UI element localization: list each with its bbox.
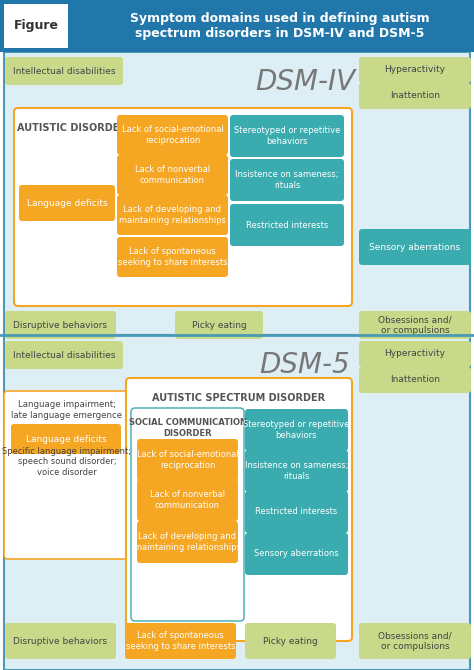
Text: Lack of developing and
maintaining relationships: Lack of developing and maintaining relat…	[119, 205, 226, 224]
Text: Disruptive behaviors: Disruptive behaviors	[13, 320, 108, 330]
Text: Specific language impairment;
speech sound disorder;
voice disorder: Specific language impairment; speech sou…	[2, 447, 131, 477]
FancyBboxPatch shape	[230, 115, 344, 157]
Bar	[0, 0, 474, 52]
FancyBboxPatch shape	[175, 311, 263, 339]
Text: Inattention: Inattention	[390, 375, 440, 385]
FancyBboxPatch shape	[5, 57, 123, 85]
FancyBboxPatch shape	[11, 424, 121, 454]
FancyBboxPatch shape	[14, 108, 352, 306]
Text: Language deficits: Language deficits	[27, 198, 107, 208]
Text: Hyperactivity: Hyperactivity	[384, 66, 446, 74]
Text: Picky eating: Picky eating	[263, 636, 318, 645]
FancyBboxPatch shape	[230, 159, 344, 201]
FancyBboxPatch shape	[117, 237, 228, 277]
FancyBboxPatch shape	[126, 378, 352, 641]
FancyBboxPatch shape	[5, 623, 116, 659]
FancyBboxPatch shape	[5, 341, 123, 369]
Text: Lack of social-emotional
reciprocation: Lack of social-emotional reciprocation	[137, 450, 238, 470]
FancyBboxPatch shape	[245, 491, 348, 533]
Text: Obsessions and/
or compulsions: Obsessions and/ or compulsions	[378, 631, 452, 651]
Text: Stereotyped or repetitive
behaviors: Stereotyped or repetitive behaviors	[234, 127, 340, 145]
FancyBboxPatch shape	[359, 623, 471, 659]
Bar	[4, 52, 470, 335]
Text: Intellectual disabilities: Intellectual disabilities	[13, 66, 115, 76]
FancyBboxPatch shape	[245, 533, 348, 575]
FancyBboxPatch shape	[5, 311, 116, 339]
Text: Lack of social-emotional
reciprocation: Lack of social-emotional reciprocation	[122, 125, 223, 145]
FancyBboxPatch shape	[245, 623, 336, 659]
FancyBboxPatch shape	[359, 83, 471, 109]
Bar	[4, 335, 470, 670]
Text: Restricted interests: Restricted interests	[246, 220, 328, 230]
FancyBboxPatch shape	[245, 409, 348, 451]
Text: Lack of spontaneous
seeking to share interests: Lack of spontaneous seeking to share int…	[118, 247, 227, 267]
FancyBboxPatch shape	[359, 367, 471, 393]
Text: AUTISTIC DISORDER: AUTISTIC DISORDER	[17, 123, 127, 133]
Text: AUTISTIC SPECTRUM DISORDER: AUTISTIC SPECTRUM DISORDER	[153, 393, 326, 403]
Text: Insistence on sameness;
rituals: Insistence on sameness; rituals	[245, 462, 348, 480]
Text: SOCIAL COMMUNICATION
DISORDER: SOCIAL COMMUNICATION DISORDER	[129, 418, 247, 438]
FancyBboxPatch shape	[359, 311, 471, 339]
Text: Figure: Figure	[13, 19, 58, 33]
Text: DSM-IV: DSM-IV	[255, 68, 355, 96]
Bar	[4, 4, 68, 48]
Text: Picky eating: Picky eating	[191, 320, 246, 330]
Text: Inattention: Inattention	[390, 92, 440, 100]
Text: Language deficits: Language deficits	[26, 435, 106, 444]
FancyBboxPatch shape	[131, 408, 244, 621]
Text: Language impairment;
late language emergence: Language impairment; late language emerg…	[11, 400, 123, 419]
Text: Restricted interests: Restricted interests	[255, 507, 337, 517]
FancyBboxPatch shape	[137, 521, 238, 563]
FancyBboxPatch shape	[117, 155, 228, 195]
FancyBboxPatch shape	[359, 57, 471, 83]
Text: Disruptive behaviors: Disruptive behaviors	[13, 636, 108, 645]
FancyBboxPatch shape	[137, 479, 238, 521]
Text: Lack of nonverbal
communication: Lack of nonverbal communication	[135, 165, 210, 185]
Text: Sensory aberrations: Sensory aberrations	[254, 549, 339, 559]
Text: DSM-5: DSM-5	[260, 351, 350, 379]
Text: Obsessions and/
or compulsions: Obsessions and/ or compulsions	[378, 316, 452, 335]
FancyBboxPatch shape	[125, 623, 236, 659]
FancyBboxPatch shape	[117, 195, 228, 235]
FancyBboxPatch shape	[117, 115, 228, 155]
FancyBboxPatch shape	[19, 185, 115, 221]
FancyBboxPatch shape	[245, 450, 348, 492]
FancyBboxPatch shape	[359, 341, 471, 367]
Text: Hyperactivity: Hyperactivity	[384, 350, 446, 358]
Text: Lack of nonverbal
communication: Lack of nonverbal communication	[150, 490, 225, 510]
Text: Insistence on sameness;
rituals: Insistence on sameness; rituals	[235, 170, 339, 190]
FancyBboxPatch shape	[137, 439, 238, 481]
Text: Intellectual disabilities: Intellectual disabilities	[13, 350, 115, 360]
Text: Lack of spontaneous
seeking to share interests: Lack of spontaneous seeking to share int…	[126, 631, 235, 651]
FancyBboxPatch shape	[230, 204, 344, 246]
Text: Symptom domains used in defining autism
spectrum disorders in DSM-IV and DSM-5: Symptom domains used in defining autism …	[130, 12, 430, 40]
Text: Sensory aberrations: Sensory aberrations	[369, 243, 461, 251]
Text: Stereotyped or repetitive
behaviors: Stereotyped or repetitive behaviors	[243, 420, 350, 440]
Text: Lack of developing and
maintaining relationships: Lack of developing and maintaining relat…	[134, 532, 241, 551]
FancyBboxPatch shape	[359, 229, 471, 265]
FancyBboxPatch shape	[4, 391, 130, 559]
